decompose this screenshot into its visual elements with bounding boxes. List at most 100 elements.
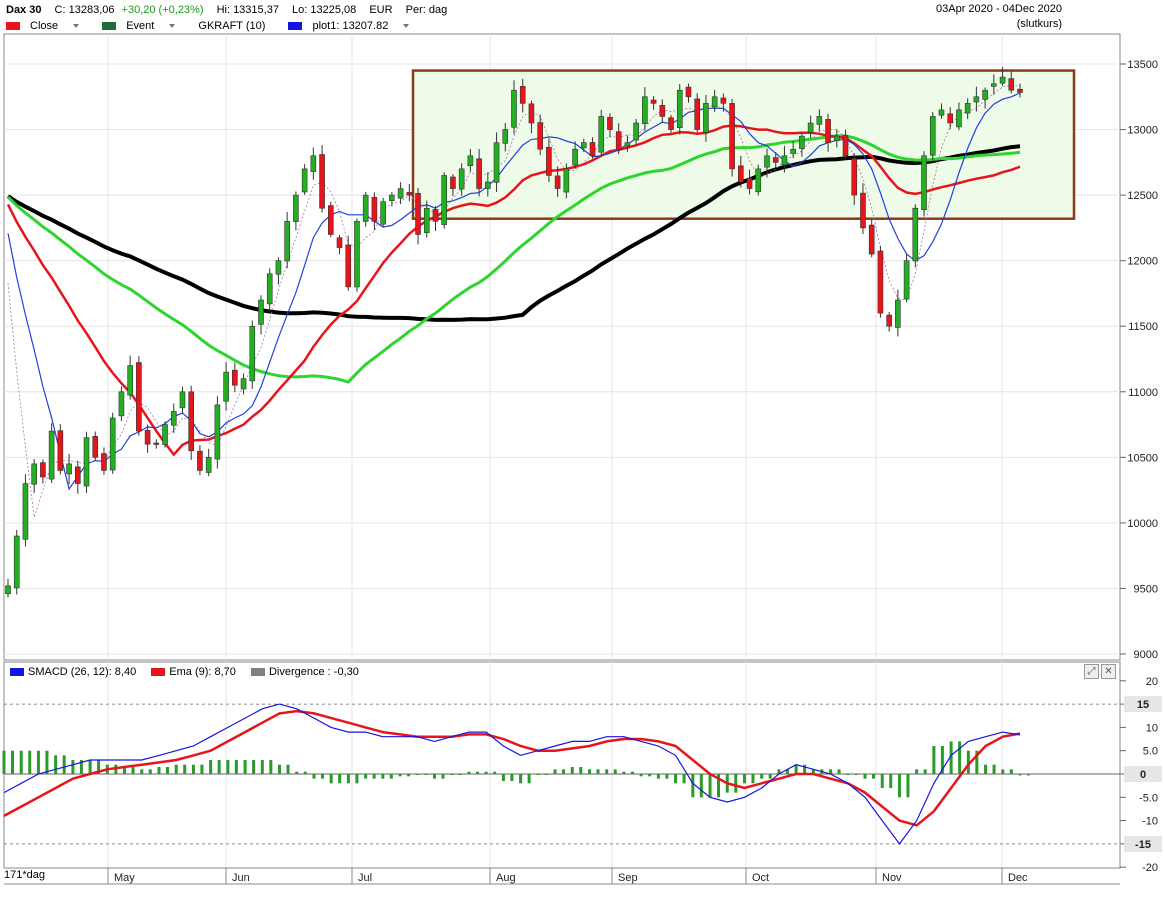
candle-up [301, 168, 308, 193]
candle-up [493, 142, 500, 183]
legend-event[interactable]: Event [102, 18, 185, 34]
candle-up [48, 430, 55, 480]
candle-down [406, 192, 413, 196]
candle-up [223, 371, 229, 402]
candle-up [903, 260, 910, 300]
candle-down [101, 453, 107, 471]
candle-down [738, 165, 744, 183]
candle-up [991, 83, 997, 87]
candle-down [947, 113, 954, 124]
macd-level-badge [1124, 766, 1162, 782]
divergence-bar [544, 774, 548, 775]
x-tick-label: Jul [358, 872, 372, 884]
legend-close[interactable]: Close [6, 18, 89, 34]
macd-y-tick-label: 10 [1146, 722, 1158, 734]
divergence-bar [846, 774, 850, 775]
divergence-bar [1009, 769, 1013, 774]
divergence-bar [1018, 774, 1022, 776]
candle-down [694, 98, 701, 130]
candle-down [842, 134, 849, 157]
divergence-bar [940, 746, 944, 774]
candle-up [807, 122, 814, 133]
divergence-bar [613, 769, 617, 774]
legend-plot1[interactable]: plot1: 13207.82 [288, 18, 419, 34]
candle-up [982, 89, 988, 100]
candle-down [825, 119, 831, 143]
candle-up [563, 168, 570, 193]
candle-down [650, 99, 657, 104]
candle-up [249, 325, 256, 382]
candle-up [362, 194, 369, 222]
candle-down [327, 205, 334, 235]
divergence-bar [811, 769, 815, 774]
divergence-bar [191, 764, 195, 774]
divergence-bar [165, 767, 169, 774]
date-range-block: 03Apr 2020 - 04Dec 2020 (slutkurs) [936, 2, 1062, 32]
divergence-bar [923, 769, 927, 774]
candle-up [205, 457, 212, 473]
divergence-bar [28, 750, 32, 774]
divergence-bar [174, 764, 178, 774]
legend-smacd[interactable]: SMACD (26, 12): 8,40 [10, 665, 136, 679]
divergence-bar [79, 760, 83, 774]
divergence-bar [803, 764, 807, 774]
high-value: Hi: 13315,37 [216, 4, 279, 16]
candle-up [118, 391, 125, 417]
divergence-bar [949, 741, 953, 774]
plot1-swatch-icon [288, 22, 303, 31]
candle-up [703, 103, 709, 133]
candle-down [345, 244, 352, 288]
macd-level-badge [1124, 696, 1162, 713]
candle-up [912, 207, 919, 262]
macd-y-tick-label: 20 [1146, 676, 1158, 688]
divergence-bar [751, 774, 755, 784]
chevron-down-icon[interactable] [403, 24, 410, 29]
candle-up [572, 148, 578, 166]
legend-divergence[interactable]: Divergence : -0,30 [250, 665, 359, 679]
divergence-bar [501, 774, 505, 781]
divergence-bar [760, 774, 764, 779]
candle-down [720, 97, 727, 104]
candle-down [877, 250, 884, 314]
candlestick-layer [5, 67, 1023, 598]
divergence-bar [234, 760, 238, 774]
candle-up [642, 96, 648, 124]
ma-medium-line [6, 134, 1021, 384]
candle-up [502, 129, 509, 144]
chevron-down-icon[interactable] [169, 24, 176, 29]
divergence-bar [45, 750, 49, 774]
chevron-down-icon[interactable] [73, 24, 80, 29]
divergence-bar [36, 750, 40, 774]
zoom-icon[interactable]: ⤢ [1084, 664, 1099, 679]
divergence-bar [200, 764, 204, 774]
legend-gkraft[interactable]: GKRAFT (10) [198, 20, 266, 32]
divergence-bar [880, 774, 884, 788]
price-axis: 9000 9500 10000 10500 11000 11500 12000 12500 13… [1120, 59, 1158, 661]
x-tick-label: Oct [752, 872, 769, 884]
divergence-bar [966, 750, 970, 774]
legend-ema[interactable]: Ema (9): 8,70 [151, 665, 236, 679]
close-icon[interactable]: ✕ [1101, 664, 1116, 679]
date-range: 03Apr 2020 - 04Dec 2020 [936, 3, 1062, 15]
divergence-bar [829, 769, 833, 774]
candle-down [319, 154, 325, 209]
divergence-bar [381, 774, 385, 779]
macd-level-label: 15 [1137, 699, 1149, 711]
candle-down [607, 117, 613, 130]
divergence-bar [54, 755, 58, 774]
candle-down [92, 436, 99, 458]
candle-down [136, 362, 142, 432]
y-tick-label: 12500 [1127, 190, 1158, 202]
divergence-bar [226, 760, 230, 774]
divergence-bar [407, 774, 411, 777]
candle-up [170, 411, 177, 426]
divergence-bar [872, 774, 876, 779]
candle-up [441, 175, 448, 225]
candle-down [476, 158, 482, 189]
divergence-bar [768, 774, 772, 779]
candle-down [415, 192, 421, 235]
x-tick-label: Aug [496, 872, 516, 884]
candle-up [999, 76, 1006, 84]
period: Per: dag [405, 4, 448, 16]
